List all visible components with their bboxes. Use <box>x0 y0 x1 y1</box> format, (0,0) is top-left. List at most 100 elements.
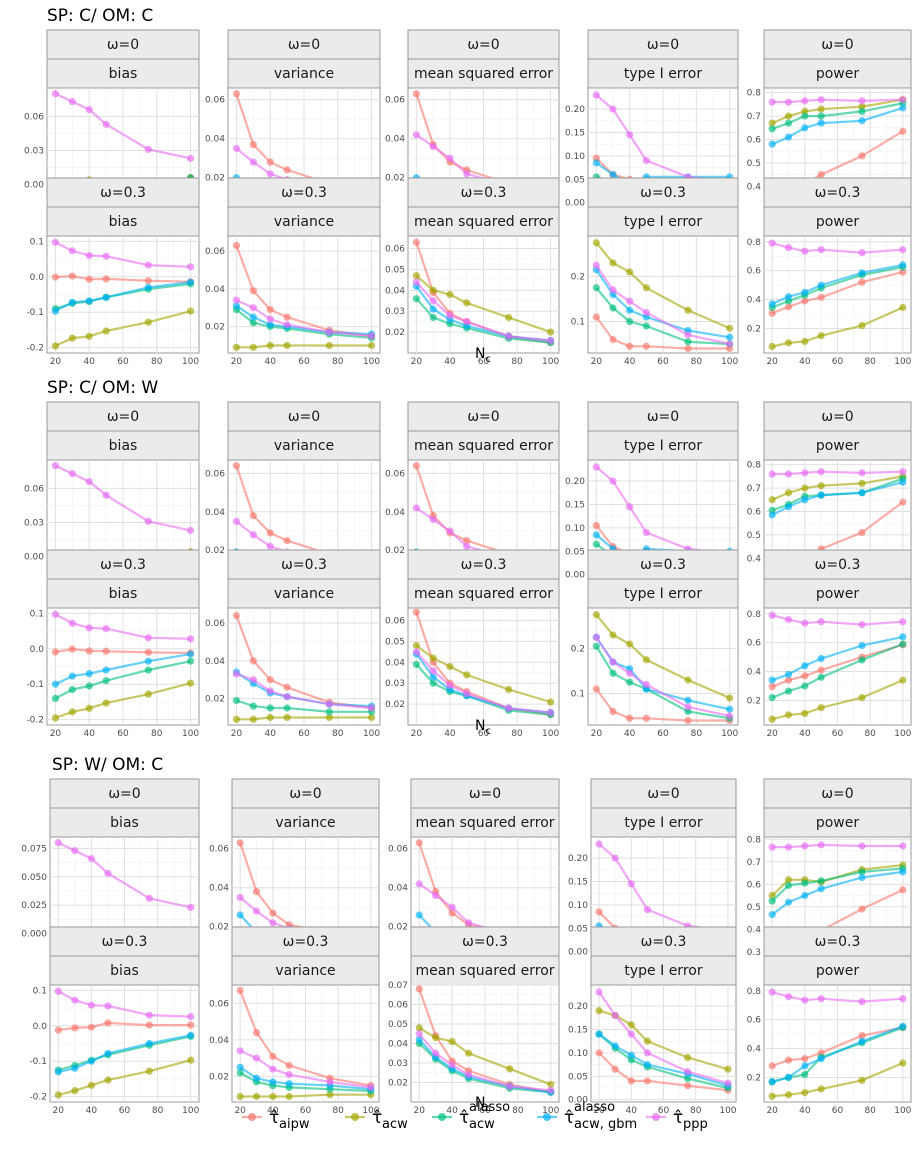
data-point-aipw <box>145 1021 153 1029</box>
y-tick-label: 0.04 <box>385 135 405 145</box>
data-point-aipw <box>899 268 907 276</box>
data-point-acw <box>236 1092 244 1101</box>
data-point-acw_gbm <box>768 300 776 308</box>
data-point-acw <box>269 1092 277 1101</box>
strip-metric <box>590 807 737 838</box>
data-point-acw_gbm <box>801 288 809 296</box>
data-point-acw_gbm <box>186 650 195 658</box>
data-point-ppp <box>595 988 603 996</box>
data-point-acw_alasso <box>592 642 600 650</box>
strip-omega-label: ω=0 <box>288 409 320 425</box>
y-tick-label: 0.10 <box>568 901 588 911</box>
data-point-ppp <box>684 331 692 339</box>
data-point-ppp <box>642 528 650 537</box>
legend-label: τ̂ <box>459 1108 469 1128</box>
data-point-acw_alasso <box>144 666 152 674</box>
x-axis-label-sub: c <box>485 1103 491 1114</box>
group-title: SP: W/ OM: C <box>52 755 163 775</box>
data-point-aipw <box>609 707 617 716</box>
data-point-ppp <box>784 992 793 1001</box>
data-point-acw_gbm <box>429 673 437 681</box>
data-point-acw <box>102 327 110 335</box>
data-point-ppp <box>266 170 274 178</box>
strip-omega-label: ω=0.3 <box>100 557 146 573</box>
data-point-acw <box>463 299 471 307</box>
data-point-ppp <box>249 676 257 684</box>
y-tick-label: 0.050 <box>21 873 47 883</box>
data-point-ppp <box>547 336 555 345</box>
data-point-acw_alasso <box>768 897 776 905</box>
data-point-ppp <box>102 252 110 260</box>
data-point-acw_alasso <box>429 313 437 322</box>
x-tick-label: 40 <box>264 729 276 739</box>
data-point-aipw <box>643 1077 651 1085</box>
legend-label: τ̂ <box>673 1108 683 1128</box>
data-point-aipw <box>415 985 423 993</box>
y-tick-label: 0.02 <box>385 700 405 710</box>
data-point-acw_gbm <box>415 911 423 919</box>
data-point-acw <box>68 334 76 342</box>
legend-key-point <box>438 1113 446 1121</box>
data-point-ppp <box>432 1049 440 1057</box>
data-point-ppp <box>642 308 650 317</box>
data-point-acw_gbm <box>54 1068 62 1076</box>
y-tick-label: 0.20 <box>565 477 585 487</box>
data-point-ppp <box>858 621 866 629</box>
strip-omega <box>590 926 737 957</box>
data-point-ppp <box>232 296 241 304</box>
legend-key-point <box>248 1113 256 1121</box>
y-tick-label: 0.20 <box>568 1002 588 1012</box>
y-tick-label: 0.4 <box>747 296 762 306</box>
facet-panel: ω=0.3 power 20 40 60 80 100 0.2 0.4 0.6 0.8 <box>747 549 912 739</box>
group-title: SP: C/ OM: C <box>47 6 153 26</box>
data-point-acw <box>858 479 866 487</box>
x-tick-label: 60 <box>119 1106 131 1116</box>
data-point-acw <box>801 484 809 492</box>
data-point-ppp <box>626 297 634 305</box>
data-point-acw_gbm <box>858 873 866 882</box>
data-point-acw_alasso <box>768 125 776 133</box>
x-tick-label: 80 <box>512 1106 524 1116</box>
data-point-ppp <box>592 633 600 641</box>
x-tick-label: 100 <box>894 729 911 739</box>
x-tick-label: 40 <box>799 357 811 367</box>
data-point-aipw <box>283 683 291 691</box>
data-point-ppp <box>899 618 907 626</box>
y-tick-label: 0.6 <box>747 639 762 649</box>
data-point-ppp <box>505 704 513 712</box>
data-point-acw_alasso <box>626 317 634 326</box>
facet-panel: ω=0.3 variance 20 40 60 80 100 0.02 0.04 0.06 <box>209 926 380 1116</box>
data-point-acw <box>784 711 793 719</box>
data-point-acw <box>412 642 420 650</box>
data-point-ppp <box>448 1061 456 1069</box>
scenario-group: SP: C/ OM: C ω=0 bias 0.00 0.03 0.06 ω=0 varian… <box>24 6 912 367</box>
data-point-acw_gbm <box>817 119 825 127</box>
data-point-acw_gbm <box>609 170 617 179</box>
y-tick-label: 0.0 <box>30 645 45 655</box>
data-point-ppp <box>858 249 866 257</box>
data-point-ppp <box>899 995 907 1003</box>
y-tick-label: 0.075 <box>21 844 47 854</box>
series-line-aipw <box>595 316 730 350</box>
data-point-acw_gbm <box>68 672 76 680</box>
y-tick-label: 0.07 <box>388 981 408 991</box>
data-point-aipw <box>592 313 600 321</box>
data-point-aipw <box>784 303 793 311</box>
x-tick-label: 40 <box>799 729 811 739</box>
x-tick-label: 20 <box>231 729 243 739</box>
group-title: SP: C/ OM: W <box>47 378 158 398</box>
data-point-ppp <box>626 131 634 139</box>
strip-omega <box>407 401 560 432</box>
y-tick-label: 0.04 <box>205 508 225 518</box>
data-point-acw <box>899 676 907 684</box>
data-point-acw <box>642 284 650 292</box>
strip-omega-label: ω=0 <box>647 37 679 53</box>
data-point-acw <box>801 709 809 718</box>
data-point-ppp <box>283 693 291 701</box>
strip-metric <box>590 955 737 986</box>
x-tick-label: 20 <box>50 357 62 367</box>
series-line-acw_alasso <box>771 867 903 902</box>
data-point-acw_gbm <box>611 1042 619 1050</box>
data-point-acw_gbm <box>858 269 866 277</box>
data-point-aipw <box>102 647 110 655</box>
